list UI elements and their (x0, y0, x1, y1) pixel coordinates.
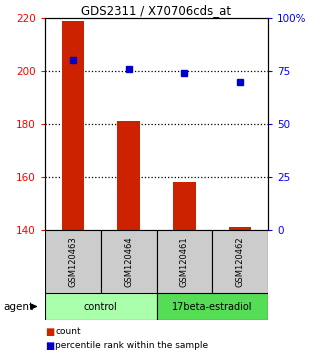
Bar (157, 230, 212, 293)
Bar (117, 121, 140, 230)
Bar (45, 293, 157, 320)
Text: count: count (55, 327, 81, 337)
Bar (229, 227, 251, 230)
Text: percentile rank within the sample: percentile rank within the sample (55, 342, 208, 350)
Text: GSM120462: GSM120462 (236, 236, 245, 287)
Bar (173, 182, 196, 230)
Text: control: control (84, 302, 117, 312)
Text: ■: ■ (45, 341, 54, 351)
Text: ■: ■ (45, 327, 54, 337)
Text: GSM120463: GSM120463 (69, 236, 78, 287)
Text: agent: agent (3, 302, 33, 312)
Title: GDS2311 / X70706cds_at: GDS2311 / X70706cds_at (82, 4, 232, 17)
Bar (101, 230, 157, 293)
Bar (45, 230, 101, 293)
Text: GSM120461: GSM120461 (180, 236, 189, 287)
Text: 17beta-estradiol: 17beta-estradiol (172, 302, 253, 312)
Bar (157, 293, 268, 320)
Bar (62, 21, 84, 230)
Text: GSM120464: GSM120464 (124, 236, 133, 287)
Bar (212, 230, 268, 293)
